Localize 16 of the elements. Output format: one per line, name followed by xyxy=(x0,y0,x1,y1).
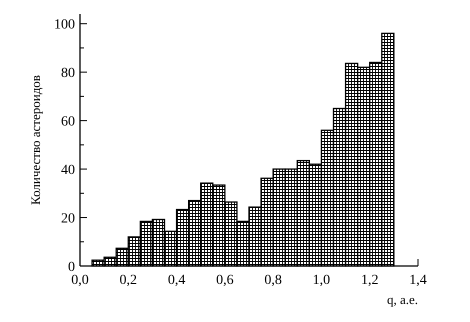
x-tick-label: 0,0 xyxy=(71,273,89,288)
y-tick-label: 100 xyxy=(54,18,75,33)
x-tick-label: 1,2 xyxy=(360,273,378,288)
y-axis-title: Количество астероидов xyxy=(28,75,43,205)
x-tick-label: 1,4 xyxy=(409,273,427,288)
y-tick-label: 80 xyxy=(61,66,75,82)
y-tick-label: 0 xyxy=(68,260,75,275)
x-tick-label: 0,8 xyxy=(264,273,282,288)
x-tick-label: 0,6 xyxy=(216,273,234,288)
y-tick-label: 40 xyxy=(61,162,75,178)
x-tick-label: 0,4 xyxy=(168,273,186,288)
x-axis-title: q, а.е. xyxy=(386,292,418,307)
y-tick-label: 60 xyxy=(61,114,75,130)
y-tick-label: 20 xyxy=(61,211,75,226)
x-tick-label: 1,0 xyxy=(312,273,330,288)
x-tick-label: 0,2 xyxy=(120,273,138,288)
